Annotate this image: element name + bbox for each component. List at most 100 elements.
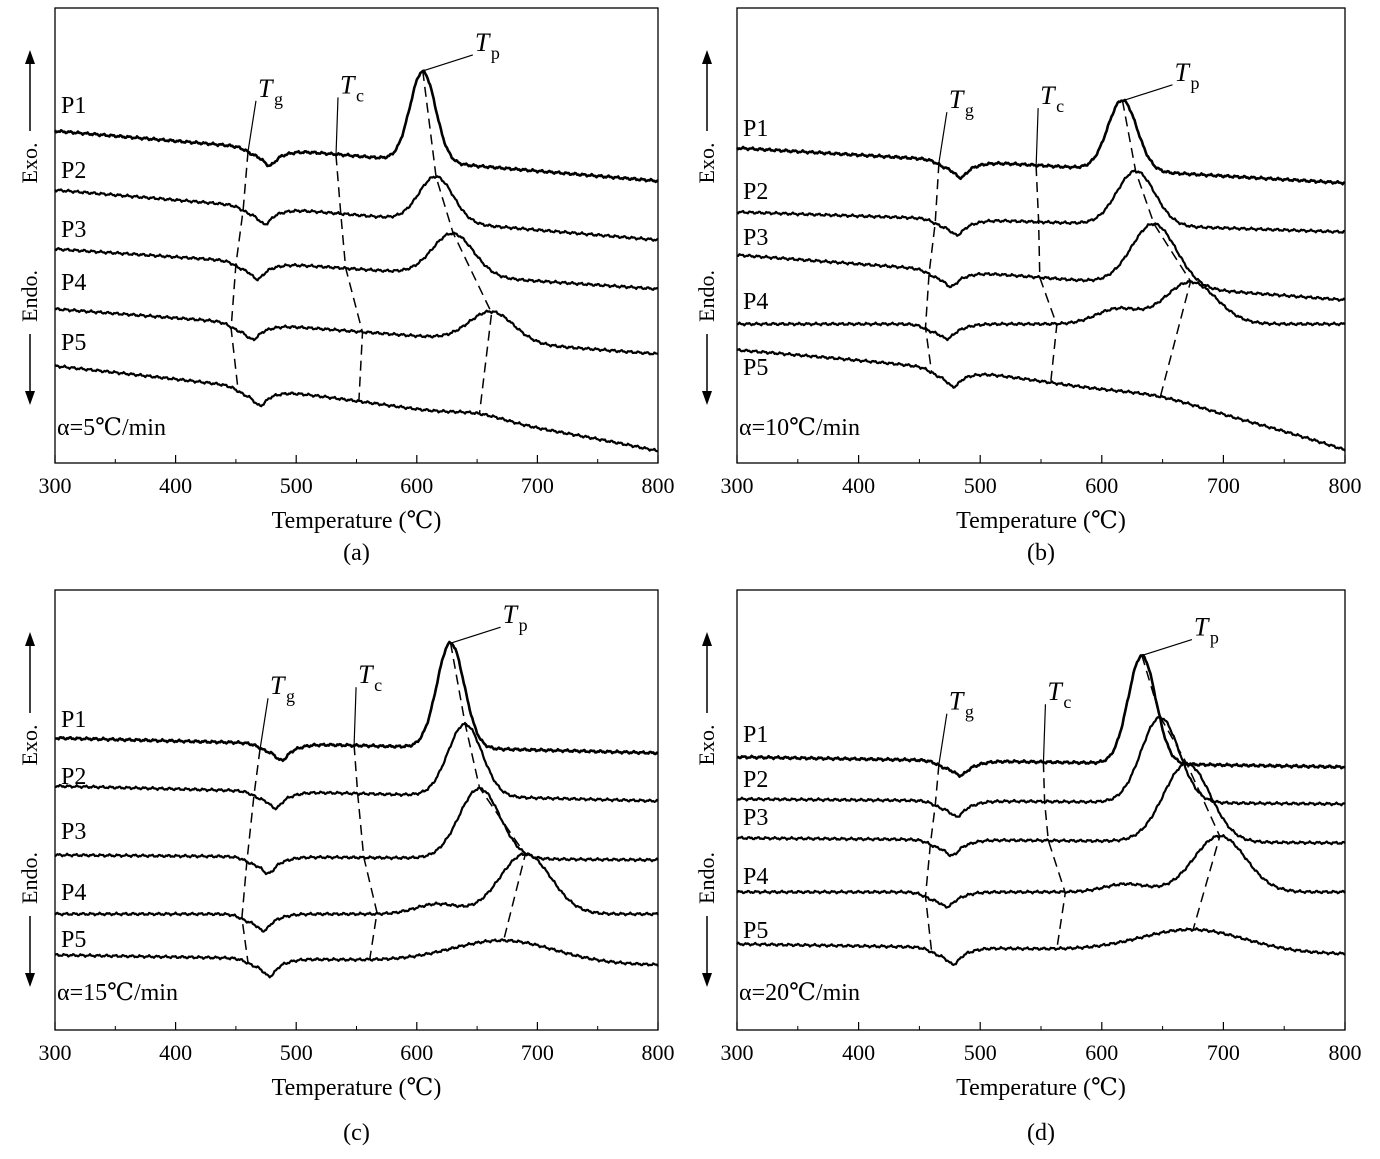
tg-marker-label: T [270,671,286,700]
dsc-curve-p2 [54,722,659,811]
series-label-p5: P5 [61,330,86,356]
endo-label: Endo. [17,852,42,904]
series-label-p5: P5 [743,355,768,381]
tc-marker-label: T [1040,81,1056,110]
series-label-p3: P3 [743,805,768,831]
x-tick-label: 400 [159,473,192,498]
panel-label: (d) [1027,1120,1055,1146]
tg-leader [938,112,948,164]
dsc-curve-p4 [54,307,659,356]
tg-leader [247,100,257,152]
x-tick-label: 300 [39,473,72,498]
tp-marker-label: T [475,28,491,57]
exo-arrow-head [702,632,712,646]
tp-marker-label: T [1194,613,1210,642]
x-tick-label: 300 [721,1040,754,1065]
x-tick-label: 800 [642,1040,675,1065]
x-tick-label: 400 [159,1040,192,1065]
x-tick-label: 600 [1085,473,1118,498]
tc-leader [1042,704,1047,763]
x-tick-label: 300 [39,1040,72,1065]
dsc-curve-p2 [736,169,1346,237]
tg-dashed-line [924,163,940,373]
x-tick-label: 300 [721,473,754,498]
series-label-p1: P1 [61,707,86,733]
x-tick-label: 800 [1329,473,1362,498]
exo-arrow-head [25,632,35,646]
tg-marker-label: T [258,74,274,103]
dsc-curve-p5 [736,927,1346,966]
series-label-p2: P2 [743,767,768,793]
panel-label: (c) [343,1120,370,1146]
dsc-curve-p4 [736,280,1346,342]
series-label-p5: P5 [743,918,768,944]
tc-marker-label: T [340,70,356,99]
dsc-curve-p4 [54,852,659,933]
tc-leader [1035,108,1039,167]
dsc-curve-p3 [54,231,659,291]
dsc-curve-p4 [736,834,1346,909]
tp-leader [422,54,474,72]
chart-panel-b: 300 400 500 600 700 800 Temperature (℃) (b) Exo.… [694,7,1362,566]
tc-marker-label: T [1047,677,1063,706]
tc-marker-subscript: c [1056,96,1064,116]
series-label-p4: P4 [743,289,768,315]
tp-dashed-line [449,643,527,941]
plot-frame [54,7,659,464]
tp-marker-subscript: p [519,615,528,635]
x-tick-label: 500 [964,1040,997,1065]
endo-label: Endo. [17,270,42,322]
exo-label: Exo. [17,143,42,184]
series-label-p3: P3 [61,819,86,845]
dsc-curve-p2 [736,715,1346,818]
x-tick-label: 700 [521,1040,554,1065]
tc-marker-subscript: c [356,85,364,105]
series-label-p1: P1 [743,116,768,142]
tp-leader [1141,638,1193,657]
dsc-curve-p1 [54,640,659,763]
tp-leader [450,626,501,644]
series-label-p3: P3 [61,217,86,243]
tc-marker-subscript: c [1063,692,1071,712]
heating-rate-label: α=5℃/min [57,415,166,441]
x-tick-label: 600 [1085,1040,1118,1065]
tg-leader [938,713,948,765]
dsc-curve-p2 [54,175,659,242]
x-tick-label: 400 [842,473,875,498]
exo-label: Exo. [694,143,719,184]
x-axis-label: Temperature (℃) [272,508,442,534]
series-label-p1: P1 [61,93,86,119]
tc-dashed-line [353,745,378,960]
series-label-p2: P2 [61,158,86,184]
panel-label: (a) [343,540,370,566]
plot-frame [736,7,1346,464]
heating-rate-label: α=20℃/min [739,980,860,1006]
x-tick-label: 600 [400,1040,433,1065]
tp-leader [1122,84,1173,102]
plot-frame [736,589,1346,1031]
panel-label: (b) [1027,540,1055,566]
exo-arrow-head [25,50,35,64]
dsc-curve-p3 [736,222,1346,302]
tp-marker-subscript: p [1210,628,1219,648]
tg-marker-label: T [949,687,965,716]
series-label-p4: P4 [743,864,768,890]
tc-dashed-line [335,155,364,401]
x-tick-label: 800 [642,473,675,498]
series-label-p2: P2 [61,764,86,790]
x-tick-label: 400 [842,1040,875,1065]
tp-dashed-line [422,70,493,414]
dsc-curve-p5 [54,938,659,979]
exo-label: Exo. [17,725,42,766]
dsc-curve-p1 [53,69,659,184]
endo-arrow-head [25,391,35,405]
tg-dashed-line [230,151,249,393]
dsc-curve-p1 [736,653,1346,778]
tc-marker-subscript: c [374,675,382,695]
x-axis-label: Temperature (℃) [956,508,1126,534]
x-tick-label: 600 [400,473,433,498]
x-tick-label: 700 [1207,473,1240,498]
tg-marker-label: T [949,85,965,114]
x-axis-label: Temperature (℃) [956,1075,1126,1101]
heating-rate-label: α=10℃/min [739,415,860,441]
